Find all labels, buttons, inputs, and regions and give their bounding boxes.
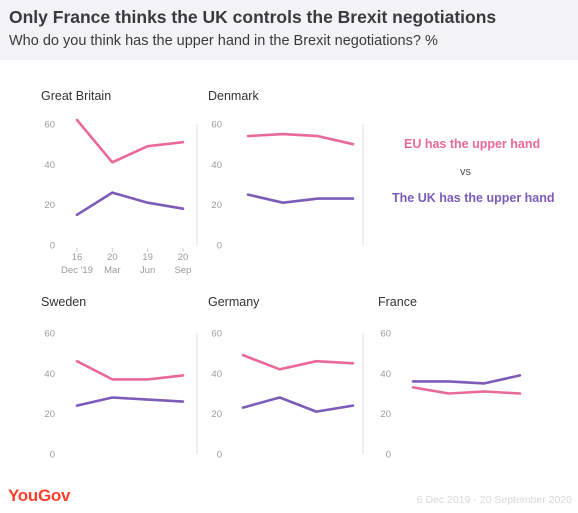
y-tick-label: 20 <box>44 200 55 211</box>
x-tick-label: Mar <box>104 265 120 276</box>
header-band: Only France thinks the UK controls the B… <box>0 0 578 60</box>
y-tick-label: 20 <box>211 200 222 211</box>
y-tick-label: 40 <box>211 160 222 171</box>
y-tick-label: 40 <box>211 369 222 380</box>
series-line-eu <box>75 118 185 164</box>
panel-title: Great Britain <box>41 89 111 103</box>
series-line-uk <box>411 374 522 385</box>
x-tick-label: 16 <box>72 252 83 263</box>
series-line-eu <box>241 353 355 371</box>
panel-title: Denmark <box>208 89 259 103</box>
y-tick-label: 60 <box>211 120 222 131</box>
series-line-uk <box>241 396 355 413</box>
chart-panel: France 60 40 20 0 <box>378 295 522 461</box>
chart-panel: Denmark 60 40 20 0 <box>208 89 364 252</box>
y-tick-label: 20 <box>211 409 222 420</box>
footer-date-range: 6 Dec 2019 - 20 September 2020 <box>416 494 572 506</box>
y-tick-label: 60 <box>44 120 55 131</box>
y-tick-label: 60 <box>44 329 55 340</box>
chart-panel: Germany 60 40 20 0 <box>208 295 364 461</box>
chart-panel: Sweden 60 40 20 0 <box>41 295 198 461</box>
x-tick-label: 20 <box>107 252 118 263</box>
y-tick-label: 40 <box>44 160 55 171</box>
chart-panel: Great Britain 60 40 20 0 16 Dec '19 20 Mar 19 Jun 2… <box>41 89 198 276</box>
chart-title: Only France thinks the UK controls the B… <box>9 7 497 27</box>
series-line-uk <box>75 396 185 407</box>
series-line-eu <box>246 132 355 146</box>
x-tick-label: Dec '19 <box>61 265 93 276</box>
y-tick-label: 60 <box>380 329 391 340</box>
series-line-eu <box>411 386 522 395</box>
y-tick-label: 40 <box>44 369 55 380</box>
series-line-uk <box>246 193 355 204</box>
x-tick-label: Sep <box>175 265 192 276</box>
y-tick-label: 40 <box>380 369 391 380</box>
y-tick-label: 20 <box>380 409 391 420</box>
y-tick-label: 0 <box>50 241 55 252</box>
legend-vs-label: vs <box>460 166 471 178</box>
legend-uk-label: The UK has the upper hand <box>392 191 555 205</box>
y-tick-label: 60 <box>211 329 222 340</box>
y-tick-label: 20 <box>44 409 55 420</box>
y-tick-label: 0 <box>386 450 391 461</box>
x-tick-label: 19 <box>142 252 153 263</box>
y-tick-label: 0 <box>217 241 222 252</box>
y-tick-label: 0 <box>217 450 222 461</box>
x-tick-label: 20 <box>178 252 189 263</box>
yougov-logo: YouGov <box>8 486 71 505</box>
panel-title: Sweden <box>41 295 86 309</box>
panel-title: France <box>378 295 417 309</box>
y-tick-label: 0 <box>50 450 55 461</box>
series-line-eu <box>75 359 185 381</box>
panel-title: Germany <box>208 295 260 309</box>
chart-subtitle: Who do you think has the upper hand in t… <box>9 33 438 49</box>
legend-eu-label: EU has the upper hand <box>404 137 541 151</box>
x-tick-label: Jun <box>140 265 155 276</box>
series-line-uk <box>75 191 185 217</box>
